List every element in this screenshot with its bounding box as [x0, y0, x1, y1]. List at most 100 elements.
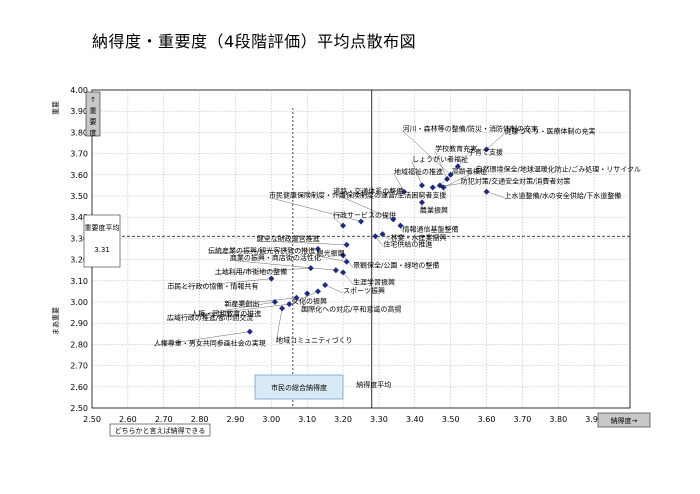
- point-leader-line: [439, 173, 453, 186]
- point-label: 人権尊重・男女共同参画社会の実現: [154, 339, 266, 348]
- y-tick-label: 3.90: [70, 107, 88, 116]
- x-tick-label: 3.10: [298, 415, 316, 424]
- data-point: [401, 188, 408, 195]
- data-point: [343, 241, 350, 248]
- point-label: 景観保全/公園・緑地の整備: [353, 260, 439, 269]
- y-average-label-box: [83, 214, 121, 268]
- data-point: [286, 301, 293, 308]
- point-label: 情報通信基盤整備: [402, 225, 458, 234]
- x-tick-label: 2.60: [119, 415, 137, 424]
- point-leader-line: [411, 161, 423, 186]
- point-label: 国際化への対応/平和意識の高揚: [301, 305, 401, 314]
- point-leader-line: [342, 272, 354, 285]
- point-label: 健康づくり・医療体制の充実: [505, 126, 596, 135]
- x-tick-label: 3.40: [406, 415, 424, 424]
- point-label: 生涯学習振興: [353, 277, 395, 286]
- y-tick-label: 3.70: [70, 150, 88, 159]
- point-label: 市民健康保険制度・介護保険制度の運営/生活困窮者支援: [269, 190, 446, 199]
- overall-label-box: [254, 374, 344, 400]
- data-point: [322, 282, 329, 289]
- y-tick-label: 3.60: [70, 171, 88, 180]
- x-tick-label: 3.70: [513, 415, 531, 424]
- x-side-label-left: どちらかと言えば納得できる: [115, 426, 206, 435]
- point-leader-line: [325, 284, 344, 294]
- data-point: [314, 288, 321, 295]
- point-leader-line: [301, 293, 308, 312]
- y-tick-label: 2.90: [70, 319, 88, 328]
- data-point: [304, 290, 311, 297]
- point-label: 防犯対策/交通安全対策/消費者対策: [461, 177, 571, 186]
- point-leader-line: [375, 236, 384, 247]
- y-average-value: 3.31: [94, 246, 110, 254]
- y-axis-title: ↑重要度: [90, 96, 97, 137]
- data-point: [444, 176, 451, 183]
- point-leader-line: [167, 278, 272, 289]
- x-tick-label: 2.70: [155, 415, 173, 424]
- data-point: [454, 163, 461, 170]
- point-label: 子育て支援: [468, 147, 503, 156]
- data-point: [332, 267, 339, 274]
- data-point: [483, 188, 490, 195]
- point-leader-line: [214, 267, 311, 275]
- y-axis-title-box: [85, 91, 101, 137]
- point-label: 林業・水産業振興: [391, 233, 447, 242]
- y-tick-label: 2.50: [70, 404, 88, 413]
- point-label: しょうがい者福祉: [412, 154, 468, 163]
- data-point: [390, 216, 397, 223]
- y-average-label: 重要度平均: [85, 223, 120, 232]
- y-side-label-top: 重要: [52, 101, 60, 115]
- y-tick-label: 3.50: [70, 192, 88, 201]
- data-point: [418, 199, 425, 206]
- point-label: 広域行政の推進/都市間交流: [167, 313, 253, 322]
- point-leader-line: [191, 303, 290, 317]
- point-label: 地域コミュニティづくり: [276, 335, 353, 344]
- data-point: [340, 222, 347, 229]
- y-tick-label: 3.10: [70, 277, 88, 286]
- point-leader-line: [291, 291, 319, 304]
- point-label: 住宅供給の推進: [383, 239, 432, 248]
- data-point: [268, 275, 275, 282]
- point-label: 土地利用/市街地の整備: [215, 267, 287, 276]
- point-leader-line: [224, 297, 297, 306]
- point-label: 河川・森林等の整備/防災・消防体制の充実: [403, 124, 538, 133]
- data-point: [279, 305, 286, 312]
- data-point: [314, 246, 321, 252]
- point-label: 文化の振興: [292, 296, 327, 305]
- x-tick-label: 3.90: [585, 415, 603, 424]
- plot-area: [91, 89, 631, 409]
- y-tick-label: 3.40: [70, 213, 88, 222]
- point-label: 健全な財政運営推進: [257, 234, 320, 243]
- x-tick-label: 3.80: [549, 415, 567, 424]
- y-side-label-bottom: まあ重要: [52, 307, 60, 335]
- point-leader-line: [316, 255, 347, 262]
- x-side-label-box: [109, 423, 211, 437]
- point-leader-line: [443, 171, 476, 188]
- point-label: 上水道整備/水の安全供給/下水道整備: [505, 191, 622, 200]
- point-leader-line: [256, 240, 347, 245]
- data-point: [440, 184, 447, 191]
- data-point: [293, 294, 300, 301]
- point-leader-line: [207, 248, 318, 254]
- x-axis-title-box: [597, 412, 651, 428]
- point-leader-line: [268, 197, 362, 222]
- data-point: [418, 182, 425, 189]
- y-tick-label: 4.00: [70, 86, 88, 95]
- point-label: 地域福祉の推進: [394, 167, 443, 176]
- data-point: [397, 222, 404, 229]
- y-tick-label: 3.30: [70, 234, 88, 243]
- y-tick-label: 3.20: [70, 256, 88, 265]
- point-leader-line: [486, 133, 505, 150]
- chart-title: 納得度・重要度（4段階評価）平均点散布図: [92, 32, 417, 51]
- overall-label: 市民の総合納得度: [271, 383, 327, 392]
- y-tick-label: 3.00: [70, 298, 88, 307]
- point-label: 自然環境保全/地球温暖化防止/ごみ処理・リサイクル: [475, 165, 640, 174]
- x-average-label: 納得度平均: [356, 380, 391, 389]
- data-point: [246, 328, 253, 335]
- x-tick-label: 3.50: [442, 415, 460, 424]
- data-point: [379, 231, 386, 238]
- x-tick-label: 3.30: [370, 415, 388, 424]
- point-leader-line: [393, 173, 405, 192]
- point-leader-line: [402, 130, 451, 175]
- point-label: 商業の振興・商店街の活性化: [230, 253, 321, 262]
